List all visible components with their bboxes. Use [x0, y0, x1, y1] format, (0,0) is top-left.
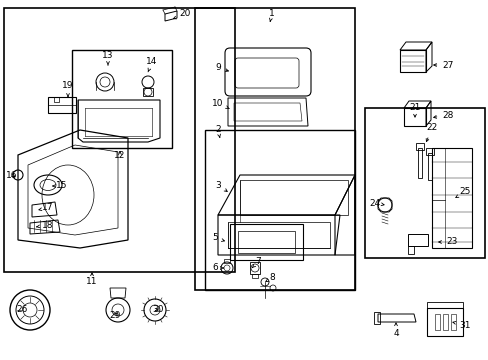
- Text: 12: 12: [114, 150, 125, 159]
- Text: 8: 8: [265, 274, 274, 283]
- Text: 6: 6: [212, 264, 223, 273]
- Text: 17: 17: [39, 203, 54, 212]
- Text: 20: 20: [173, 9, 190, 19]
- Text: 21: 21: [408, 104, 420, 117]
- Text: 2: 2: [215, 126, 221, 138]
- Bar: [364, 108, 484, 258]
- Text: 28: 28: [433, 111, 453, 120]
- Text: 16: 16: [6, 171, 18, 180]
- Bar: [426, 302, 462, 308]
- Text: 22: 22: [426, 123, 437, 141]
- Bar: [442, 314, 447, 330]
- Bar: [249, 262, 260, 274]
- Text: 26: 26: [16, 306, 28, 315]
- Text: 27: 27: [433, 60, 453, 69]
- Bar: [450, 314, 455, 330]
- Text: 3: 3: [215, 180, 227, 192]
- Bar: [399, 50, 425, 72]
- Text: 19: 19: [62, 81, 74, 96]
- Text: 11: 11: [86, 273, 98, 287]
- Bar: [425, 148, 433, 155]
- Bar: [48, 97, 76, 113]
- Text: 14: 14: [146, 58, 157, 72]
- Bar: [142, 88, 153, 96]
- Bar: [434, 314, 439, 330]
- Bar: [417, 148, 421, 178]
- Text: 23: 23: [438, 238, 457, 247]
- Bar: [72, 50, 172, 148]
- Bar: [54, 97, 59, 102]
- Text: 7: 7: [252, 257, 260, 268]
- Bar: [373, 312, 379, 324]
- Text: 29: 29: [109, 311, 121, 320]
- Text: 5: 5: [212, 234, 224, 243]
- Bar: [426, 308, 462, 336]
- Bar: [403, 108, 425, 126]
- Bar: [195, 8, 354, 290]
- Bar: [4, 8, 235, 272]
- Bar: [224, 259, 229, 263]
- Bar: [204, 130, 354, 290]
- Bar: [427, 153, 431, 180]
- Text: 30: 30: [152, 306, 163, 315]
- Text: 24: 24: [368, 198, 383, 207]
- Text: 1: 1: [268, 9, 274, 22]
- Bar: [415, 143, 423, 150]
- Text: 15: 15: [53, 181, 68, 190]
- Text: 9: 9: [215, 63, 228, 72]
- Text: 31: 31: [452, 320, 470, 329]
- Text: 25: 25: [455, 188, 470, 198]
- Text: 13: 13: [102, 50, 114, 65]
- Text: 18: 18: [37, 220, 54, 230]
- Text: 10: 10: [212, 99, 228, 109]
- Bar: [251, 274, 258, 278]
- Text: 4: 4: [392, 323, 398, 338]
